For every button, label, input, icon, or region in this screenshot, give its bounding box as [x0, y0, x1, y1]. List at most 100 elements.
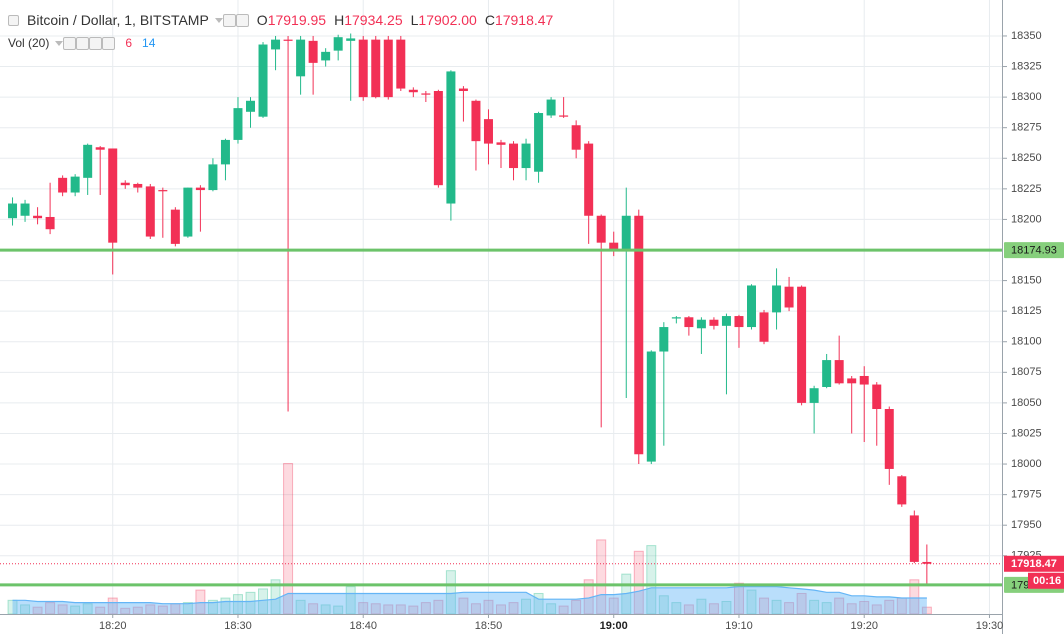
settings-icon[interactable] [76, 36, 90, 50]
candle-body [822, 360, 832, 387]
ohlc-key: L [410, 12, 419, 28]
candle-body [734, 316, 744, 328]
volume-ma-line [12, 586, 927, 605]
candle-body [446, 71, 456, 204]
symbol-icon[interactable] [8, 14, 19, 26]
candle-body [58, 177, 68, 193]
x-tick-label: 18:50 [475, 620, 503, 632]
x-tick-label: 19:00 [600, 620, 628, 632]
volume-menu[interactable] [55, 40, 64, 46]
candle-body [183, 187, 193, 237]
candle-body [922, 561, 932, 564]
x-tick-label: 19:20 [850, 620, 878, 632]
title-menu[interactable] [214, 17, 223, 23]
ohlc-value: 17902.00 [418, 12, 477, 28]
candle-body [559, 115, 569, 117]
x-tick-label: 18:20 [99, 620, 127, 632]
y-tick-label: 18200 [1011, 213, 1042, 225]
candle-body [195, 187, 205, 191]
x-tick-label: 19:30 [976, 620, 1004, 632]
grid [0, 0, 1002, 614]
candle-body [108, 148, 118, 243]
levels [0, 248, 1002, 587]
candle-body [596, 215, 606, 243]
candle-body [333, 37, 343, 51]
settings-icon[interactable] [235, 13, 249, 27]
add-icon[interactable] [89, 36, 103, 50]
candle-body [721, 316, 731, 326]
candle-body [95, 147, 105, 150]
candle-body [634, 215, 644, 455]
last-price-label: 17918.47 [1011, 558, 1057, 570]
volume-value: 6 [125, 36, 133, 50]
chart-title: Bitcoin / Dollar, 1, BITSTAMP [27, 12, 209, 28]
y-tick-label: 18250 [1011, 152, 1042, 164]
volume-ma-area [12, 586, 927, 614]
candle-body [521, 143, 531, 169]
eye-icon[interactable] [63, 36, 77, 50]
candle-body [809, 388, 819, 403]
candle-body [396, 39, 406, 89]
candle-body [358, 39, 368, 98]
candle-body [859, 375, 869, 385]
candle-body [571, 125, 581, 150]
candle-body [458, 88, 468, 91]
candle-body [208, 164, 218, 191]
candles [8, 33, 932, 584]
candle-body [120, 182, 130, 186]
candle-body [546, 99, 556, 116]
candle-body [296, 39, 306, 77]
candle-body [271, 39, 281, 50]
y-tick-label: 17975 [1011, 489, 1042, 501]
candle-body [45, 216, 55, 230]
countdown-box [1028, 572, 1064, 589]
y-tick-label: 18100 [1011, 336, 1042, 348]
candle-body [534, 113, 544, 172]
volume-title: Vol (20) [8, 36, 50, 50]
level-label-box [1004, 242, 1064, 259]
y-tick-label: 18300 [1011, 91, 1042, 103]
candle-body [283, 39, 293, 41]
candle-body [8, 203, 18, 219]
x-tick-label: 19:10 [725, 620, 753, 632]
candle-body [133, 183, 143, 188]
y-tick-label: 18225 [1011, 183, 1042, 195]
time-labels: 18:20 18:30 18:40 18:50 19:00 19:10 19:20 19:30 [99, 614, 1003, 632]
time-axis [0, 614, 1002, 634]
candle-body [83, 144, 93, 178]
candle-body [220, 139, 230, 165]
ohlc-value: 17934.25 [344, 12, 403, 28]
candle-body [70, 176, 80, 193]
volume-ma-value: 14 [142, 36, 156, 50]
candle-body [509, 143, 519, 169]
candle-body [709, 319, 719, 326]
last-price-box [1004, 555, 1064, 572]
candle-body [684, 317, 694, 328]
eye-icon[interactable] [222, 13, 236, 27]
ohlc-value: 17919.95 [267, 12, 327, 28]
candle-body [872, 384, 882, 410]
y-tick-label: 18025 [1011, 427, 1042, 439]
candle-body [33, 215, 43, 219]
price-axis [1002, 0, 1064, 634]
candle-body [696, 319, 706, 329]
y-tick-label: 18125 [1011, 305, 1042, 317]
y-tick-label: 18275 [1011, 122, 1042, 134]
candle-body [609, 242, 619, 251]
ohlc-key: O [256, 12, 268, 28]
candle-body [158, 190, 168, 192]
y-tick-label: 17950 [1011, 519, 1042, 531]
y-tick-label: 18150 [1011, 274, 1042, 286]
candle-body [371, 39, 381, 98]
candle-body [909, 515, 919, 562]
candle-body [483, 119, 493, 144]
volume-pane [7, 463, 932, 615]
candle-body [834, 360, 844, 384]
close-icon[interactable] [102, 36, 116, 50]
ohlc-key: C [484, 12, 495, 28]
y-tick-label: 18350 [1011, 30, 1042, 42]
ohlc-key: H [334, 12, 345, 28]
level-label: 18174.93 [1011, 244, 1057, 256]
